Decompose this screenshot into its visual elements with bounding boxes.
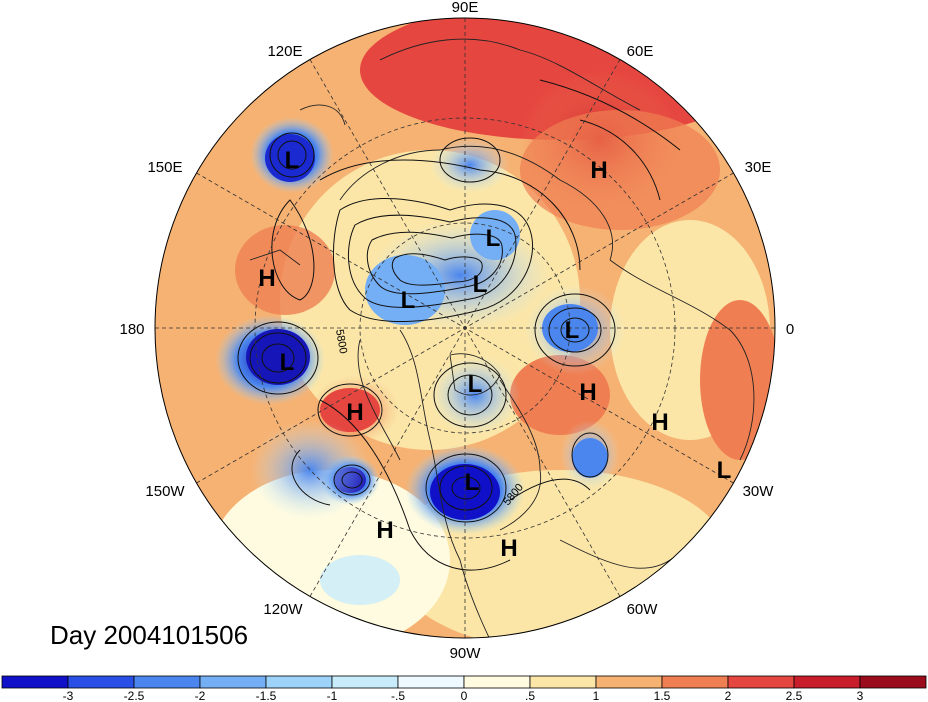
pressure-center-high: H	[346, 399, 363, 426]
colorbar-tick-label: -2	[195, 689, 206, 702]
colorbar-tick-label: -1.5	[256, 689, 277, 702]
lon-label-120e: 120E	[267, 43, 302, 60]
colorbar: -3 -2.5 -2 -1.5 -1 -.5 0 .5 1 1.5 2 2.5 3	[1, 675, 927, 702]
pressure-center-low: L	[285, 147, 300, 174]
pressure-center-low: L	[565, 317, 580, 344]
colorbar-swatch	[265, 675, 333, 689]
lon-label-120w: 120W	[263, 601, 303, 618]
pressure-center-high: H	[376, 517, 393, 544]
colorbar-tick-label: 3	[857, 689, 864, 702]
colorbar-tick-label: -3	[63, 689, 74, 702]
pressure-center-low: L	[717, 457, 732, 484]
colorbar-tick-label: 0	[461, 689, 468, 702]
pressure-center-high: H	[579, 379, 596, 406]
colorbar-swatch	[133, 675, 201, 689]
pressure-center-low: L	[465, 469, 480, 496]
colorbar-swatch	[463, 675, 531, 689]
colorbar-swatch	[1, 675, 69, 689]
height-contours	[237, 79, 681, 571]
pressure-center-high: H	[651, 409, 668, 436]
colorbar-swatch	[199, 675, 267, 689]
coastlines	[249, 38, 755, 638]
colorbar-tick-label: 1.5	[654, 689, 671, 702]
lon-label-60e: 60E	[627, 43, 654, 60]
colorbar-tick-label: -1	[327, 689, 338, 702]
colorbar-tick-label: -.5	[391, 689, 405, 702]
pressure-center-low: L	[468, 371, 483, 398]
pressure-center-high: H	[258, 265, 275, 292]
lon-label-90w: 90W	[450, 645, 482, 662]
pressure-center-low: L	[401, 287, 416, 314]
lon-label-150w: 150W	[145, 483, 185, 500]
anomaly-field	[155, 18, 775, 638]
map-border	[154, 17, 776, 639]
colorbar-tick-label: 2.5	[786, 689, 803, 702]
lon-label-150e: 150E	[147, 159, 182, 176]
graticule	[155, 18, 775, 638]
longitude-labels: 90E 60E 30E 0 30W 60W 90W 120W 150W 180 …	[119, 0, 794, 662]
pressure-center-high: H	[500, 535, 517, 562]
lon-label-30e: 30E	[745, 159, 772, 176]
colorbar-swatch	[661, 675, 729, 689]
colorbar-tick-label: 1	[593, 689, 600, 702]
pressure-center-low: L	[473, 271, 488, 298]
colorbar-swatch	[595, 675, 663, 689]
day-label: Day 2004101506	[50, 620, 249, 650]
colorbar-tick-label: 2	[725, 689, 732, 702]
lon-label-60w: 60W	[627, 601, 659, 618]
contour-label-5800: 5800	[333, 328, 349, 354]
colorbar-swatch	[859, 675, 927, 689]
lon-label-30w: 30W	[743, 483, 775, 500]
lon-label-90e: 90E	[452, 0, 479, 16]
pressure-center-low: L	[280, 349, 295, 376]
colorbar-swatch	[67, 675, 135, 689]
pressure-centers: L H H L L L L L H L H H L L H H	[258, 147, 731, 562]
colorbar-tick-label: -2.5	[124, 689, 145, 702]
colorbar-swatch	[727, 675, 795, 689]
colorbar-swatch	[397, 675, 465, 689]
lon-label-0: 0	[786, 321, 794, 338]
colorbar-tick-label: .5	[525, 689, 535, 702]
lon-label-180: 180	[119, 321, 144, 338]
pressure-center-high: H	[590, 157, 607, 184]
colorbar-swatch	[529, 675, 597, 689]
colorbar-swatch	[793, 675, 861, 689]
colorbar-swatch	[331, 675, 399, 689]
pressure-center-low: L	[486, 225, 501, 252]
